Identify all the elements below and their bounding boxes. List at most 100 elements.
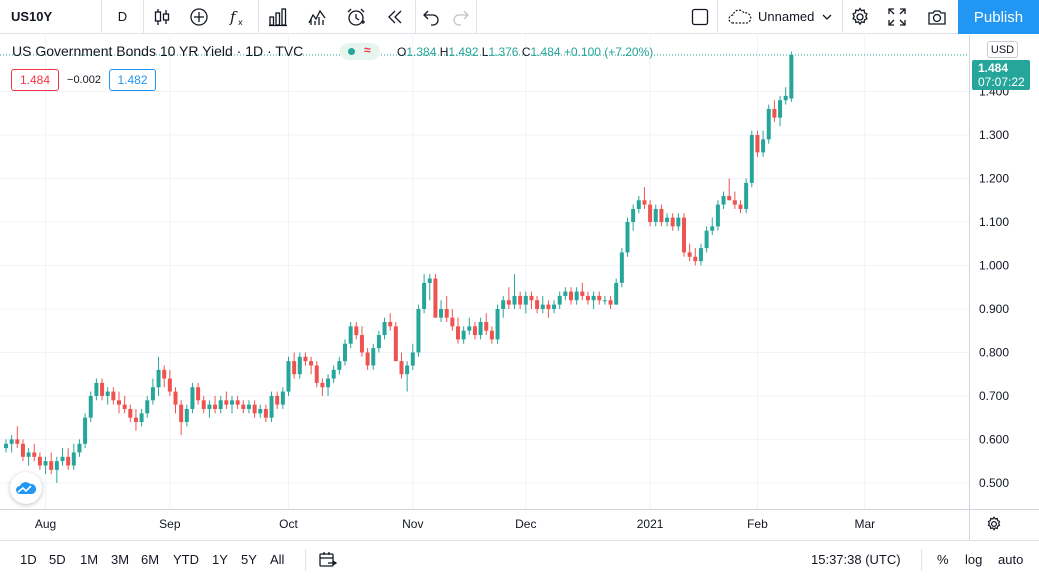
candle[interactable] [557, 291, 562, 309]
candle[interactable] [365, 348, 370, 370]
range-all[interactable]: All [270, 552, 285, 567]
candle[interactable] [444, 295, 449, 323]
sell-price-button[interactable]: 1.484 [11, 69, 59, 91]
candle[interactable] [371, 343, 376, 370]
candle[interactable] [625, 217, 630, 257]
fullscreen-select-button[interactable] [683, 0, 717, 33]
candle[interactable] [139, 408, 144, 427]
candle[interactable] [263, 404, 268, 423]
candle[interactable] [619, 248, 624, 288]
candle[interactable] [26, 448, 31, 466]
candle[interactable] [744, 178, 749, 214]
market-status-badge[interactable]: ≈ [340, 43, 380, 60]
candle[interactable] [213, 395, 218, 414]
candle[interactable] [235, 395, 240, 409]
range-ytd[interactable]: YTD [173, 552, 199, 567]
candle[interactable] [207, 400, 212, 418]
log-scale-toggle[interactable]: log [965, 552, 983, 567]
templates-button[interactable] [297, 0, 337, 33]
candle[interactable] [456, 317, 460, 344]
scale-settings-button[interactable] [986, 516, 1002, 537]
candle[interactable] [653, 204, 658, 227]
candle[interactable] [83, 413, 88, 449]
currency-badge[interactable]: USD [987, 41, 1018, 58]
interval-button[interactable]: D [102, 0, 143, 33]
candle[interactable] [738, 200, 743, 214]
candle[interactable] [631, 204, 636, 231]
candle[interactable] [529, 291, 534, 309]
candle[interactable] [184, 404, 189, 427]
candle[interactable] [506, 287, 511, 309]
candle[interactable] [54, 456, 59, 483]
candle[interactable] [190, 382, 195, 414]
candle[interactable] [670, 213, 675, 231]
candle[interactable] [665, 213, 670, 227]
candle[interactable] [320, 378, 325, 396]
candle[interactable] [230, 395, 234, 414]
candle[interactable] [659, 204, 664, 227]
candle[interactable] [49, 452, 54, 475]
candle[interactable] [359, 326, 364, 357]
range-5d[interactable]: 5D [49, 552, 66, 567]
candle[interactable] [602, 295, 607, 305]
candlestick-chart[interactable]: 0.500 0.600 0.700 0.800 0.900 1.000 1.100 1.200… [0, 35, 1039, 540]
range-1y[interactable]: 1Y [212, 552, 228, 567]
candle[interactable] [337, 356, 342, 375]
candle[interactable] [682, 213, 686, 257]
candle[interactable] [224, 391, 229, 409]
candle[interactable] [523, 291, 528, 314]
candle[interactable] [569, 287, 573, 305]
candle[interactable] [461, 326, 466, 344]
candle[interactable] [252, 400, 257, 418]
candle[interactable] [94, 378, 99, 401]
candle[interactable] [648, 200, 653, 227]
candle[interactable] [9, 435, 14, 453]
candle[interactable] [766, 104, 771, 144]
candle[interactable] [535, 295, 540, 314]
candle[interactable] [167, 369, 172, 396]
candle[interactable] [636, 195, 641, 214]
candle[interactable] [32, 443, 37, 462]
candle[interactable] [495, 304, 500, 344]
publish-button[interactable]: Publish [958, 0, 1039, 34]
symbol-search-button[interactable]: US10Y [0, 0, 101, 33]
range-6m[interactable]: 6M [141, 552, 160, 567]
candle[interactable] [727, 178, 732, 201]
candle[interactable] [196, 382, 201, 405]
candle[interactable] [597, 291, 602, 305]
candle[interactable] [100, 378, 105, 401]
candle[interactable] [749, 130, 754, 188]
candle[interactable] [309, 356, 314, 375]
candle[interactable] [484, 313, 489, 336]
candle[interactable] [105, 387, 110, 405]
candle[interactable] [698, 243, 703, 266]
candle[interactable] [783, 87, 788, 105]
candle[interactable] [77, 439, 82, 457]
candle[interactable] [427, 274, 432, 301]
candle[interactable] [546, 300, 551, 318]
candle[interactable] [156, 356, 161, 396]
candle[interactable] [721, 191, 726, 209]
chart-pane[interactable]: 0.500 0.600 0.700 0.800 0.900 1.000 1.100 1.200… [0, 35, 1039, 540]
buy-price-button[interactable]: 1.482 [109, 69, 156, 91]
candle[interactable] [162, 365, 167, 388]
candle[interactable] [218, 395, 223, 414]
candle[interactable] [382, 317, 387, 340]
candle[interactable] [563, 287, 568, 301]
candle[interactable] [501, 295, 506, 318]
candle[interactable] [585, 291, 590, 305]
candle[interactable] [179, 400, 184, 436]
candle[interactable] [303, 352, 308, 366]
candle[interactable] [710, 217, 715, 236]
candle[interactable] [416, 304, 421, 357]
candle[interactable] [111, 387, 116, 405]
candle[interactable] [388, 313, 393, 331]
candle[interactable] [715, 200, 720, 231]
candle[interactable] [348, 322, 353, 349]
candle[interactable] [280, 387, 285, 409]
candle[interactable] [60, 448, 65, 466]
candle[interactable] [326, 374, 331, 396]
candle[interactable] [331, 365, 336, 383]
chart-type-button[interactable] [144, 0, 180, 33]
candle[interactable] [574, 287, 579, 305]
